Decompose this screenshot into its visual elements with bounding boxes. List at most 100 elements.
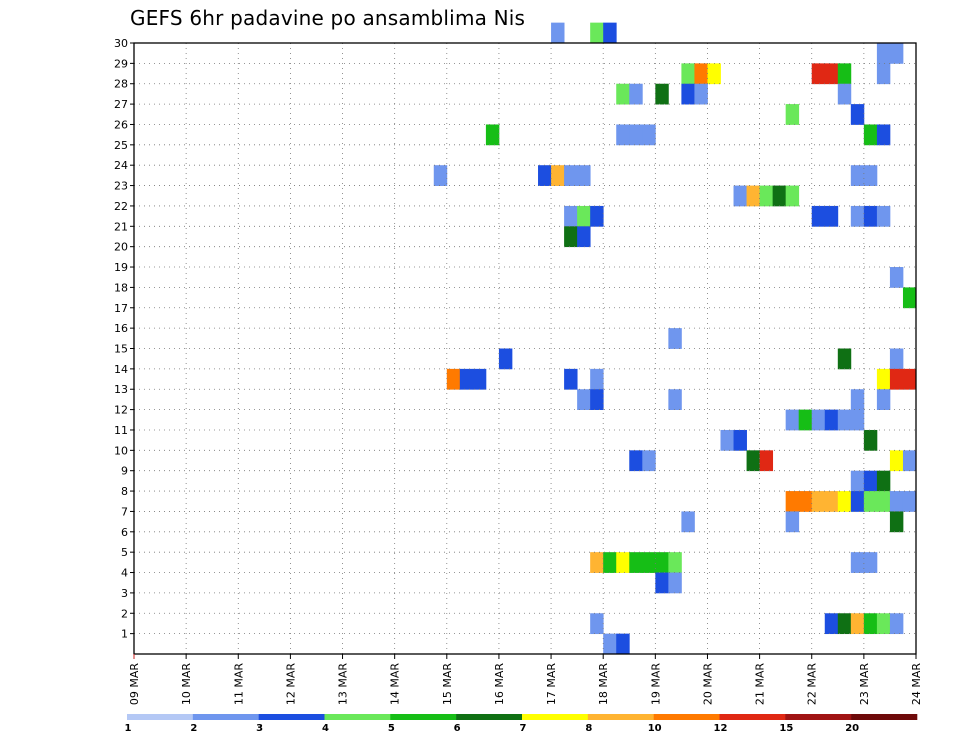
heat-cell [564,165,578,186]
heat-cell [837,491,852,512]
heat-cell [590,613,604,635]
heat-cell [785,104,800,125]
heat-cell [785,511,800,533]
heat-cell [876,389,891,410]
heat-cell [616,83,630,105]
colorbar: 1 2 3 4 5 6 7 8 10 12 15 20 [125,714,918,734]
grid-layer [133,42,917,654]
colorbar-swatch [456,714,523,720]
colorbar-swatch [127,714,194,720]
y-tick-label: 6 [121,526,128,539]
y-tick-label: 26 [114,118,128,131]
heat-cell [694,63,708,85]
heat-cell [498,348,513,370]
x-tick-label: 10 MAR [180,663,193,706]
heat-cell [759,450,774,472]
heat-cell [889,613,904,635]
colorbar-swatch [258,714,325,720]
x-tick-label: 17 MAR [545,663,558,706]
colorbar-label: 10 [648,723,662,734]
x-tick-label: 23 MAR [858,663,871,706]
y-tick-label: 15 [114,343,128,356]
heat-cell [850,613,865,635]
heat-cell [889,450,904,472]
y-tick-label: 30 [114,37,128,50]
colorbar-label: 8 [585,723,592,734]
colorbar-label: 4 [322,723,329,734]
heat-cell [590,552,604,573]
colorbar-swatch [719,714,786,720]
heat-cell [863,470,878,492]
heat-cell [564,368,578,390]
y-tick-label: 19 [114,261,128,274]
heat-cell [876,470,891,492]
y-tick-label: 13 [114,383,128,396]
colorbar-label: 3 [256,723,263,734]
heat-cell [668,552,682,573]
heat-cell [603,552,617,573]
colorbar-label: 20 [845,723,859,734]
heat-cell [446,368,461,390]
heat-cell [837,348,852,370]
heat-cell [850,165,865,186]
heat-cell [837,83,852,105]
heat-cell [433,165,448,186]
heat-cell [629,83,643,105]
heat-cell [564,226,578,248]
heat-cell [902,491,917,512]
heat-cell [629,124,643,146]
colorbar-label: 7 [520,723,527,734]
heat-cell [629,450,643,472]
x-tick-label: 21 MAR [754,663,767,706]
y-tick-label: 16 [114,322,128,335]
heat-cell [551,165,565,186]
heat-cell [655,552,669,573]
heat-cell [889,267,904,288]
y-tick-label: 25 [114,139,128,152]
heat-cell [603,22,617,44]
heat-cell [759,185,774,207]
heat-cell [798,409,813,431]
y-tick-label: 11 [114,424,128,437]
colorbar-swatch [587,714,654,720]
x-tick-label: 12 MAR [284,663,297,706]
heat-cell [720,429,734,451]
y-tick-label: 3 [121,587,128,600]
heat-cell [629,552,643,573]
heat-cell [837,63,852,85]
x-axis-ticks: 09 MAR 10 MAR 11 MAR 12 MAR 13 MAR 14 MAR 15 M… [128,654,923,705]
heat-cell [876,613,891,635]
heat-cell [811,63,826,85]
heat-cell [681,511,695,533]
heat-cell [863,613,878,635]
chart-title: GEFS 6hr padavine po ansamblima Nis [130,6,526,30]
heat-cell [668,572,682,594]
x-tick-label: 14 MAR [389,663,402,706]
x-tick-label: 13 MAR [337,663,350,706]
heat-cell [590,389,604,410]
colorbar-swatch [522,714,589,720]
heat-cell [811,491,826,512]
heat-cell [785,491,800,512]
heat-cell [850,491,865,512]
colorbar-swatch [851,714,918,720]
x-tick-label: 19 MAR [649,663,662,706]
heat-cell [824,409,839,431]
heat-cell [538,165,552,186]
heat-cell [798,491,813,512]
heat-cell [655,83,669,105]
y-tick-label: 18 [114,281,128,294]
heat-cell [603,633,617,655]
heat-cell [616,124,630,146]
colorbar-swatch [324,714,391,720]
colorbar-label: 1 [125,723,132,734]
colorbar-label: 5 [388,723,395,734]
y-tick-label: 7 [121,505,128,518]
heat-cell [876,368,891,390]
heat-cell [551,22,565,44]
heat-cell [824,613,839,635]
heat-cell [811,205,826,227]
heat-cell [850,389,865,410]
x-tick-label: 09 MAR [128,663,141,706]
heat-cell [824,491,839,512]
